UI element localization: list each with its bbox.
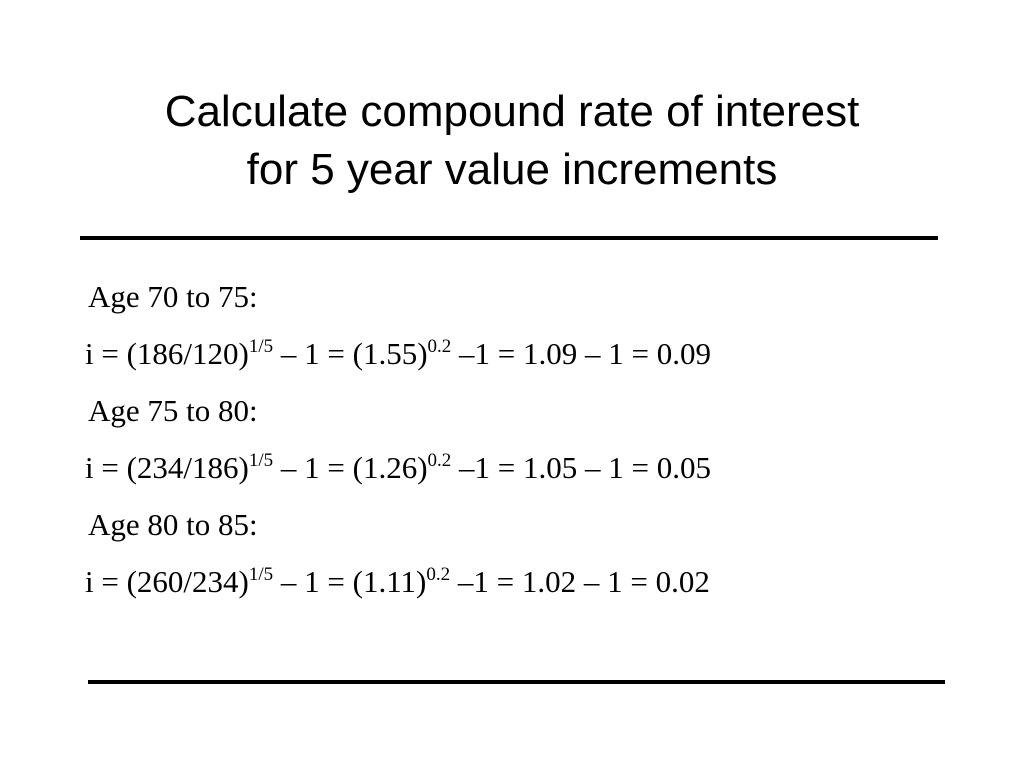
divider: [88, 680, 945, 684]
formula-text: – 1 = (1.11): [273, 564, 427, 599]
formula-text: –1 = 1.02 – 1 = 0.02: [450, 564, 710, 599]
exponent: 0.2: [426, 564, 451, 585]
section-label: Age 80 to 85:: [88, 507, 258, 542]
formula: i = (260/234)1/5 – 1 = (1.11)0.2 –1 = 1.…: [85, 562, 710, 602]
title-line: Calculate compound rate of interest: [164, 87, 860, 136]
formula-text: – 1 = (1.26): [273, 450, 428, 485]
exponent: 1/5: [248, 336, 274, 357]
formula-text: –1 = 1.05 – 1 = 0.05: [451, 450, 711, 485]
formula-text: – 1 = (1.55): [273, 336, 428, 371]
formula-text: i = (186/120): [85, 336, 249, 371]
formula-text: i = (260/234): [85, 564, 249, 599]
section-label: Age 70 to 75:: [88, 279, 258, 314]
exponent: 1/5: [248, 450, 274, 471]
divider: [80, 236, 938, 240]
section-label: Age 75 to 80:: [88, 393, 258, 428]
title-line: for 5 year value increments: [246, 145, 778, 194]
formula-text: –1 = 1.09 – 1 = 0.09: [451, 336, 711, 371]
formula-text: i = (234/186): [85, 450, 249, 485]
formula: i = (186/120)1/5 – 1 = (1.55)0.2 –1 = 1.…: [85, 334, 711, 374]
formula: i = (234/186)1/5 – 1 = (1.26)0.2 –1 = 1.…: [85, 448, 711, 488]
exponent: 0.2: [427, 336, 452, 357]
exponent: 0.2: [427, 450, 452, 471]
exponent: 1/5: [248, 564, 274, 585]
